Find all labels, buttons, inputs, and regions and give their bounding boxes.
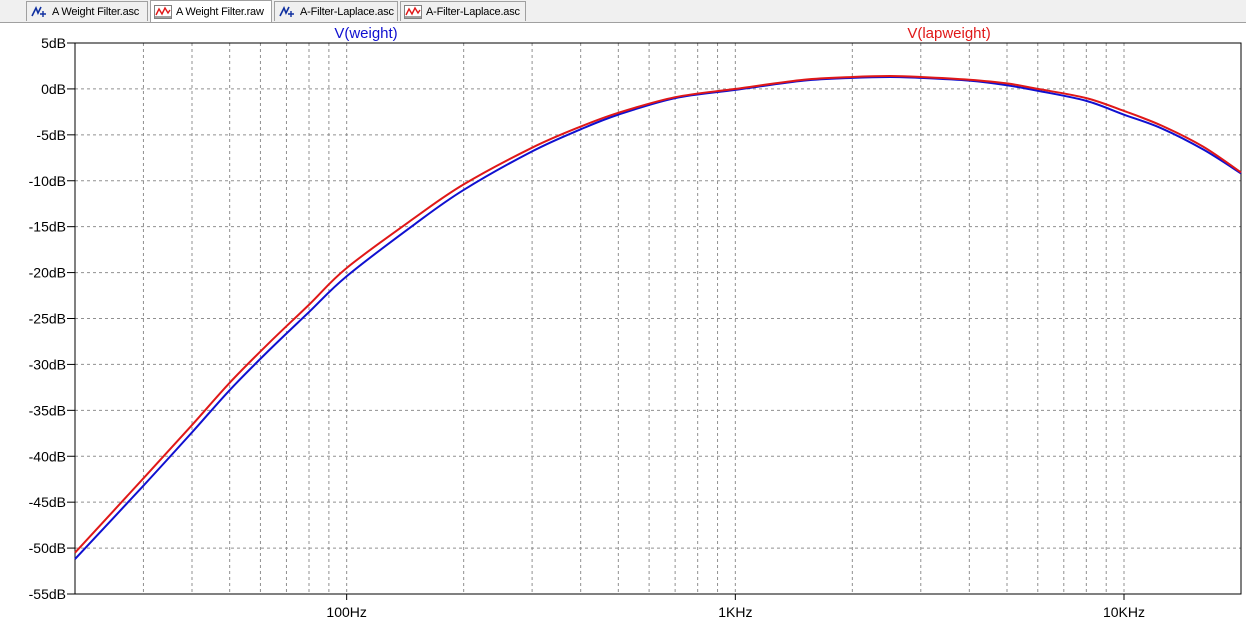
grid [75, 43, 1241, 594]
y-tick-label: -30dB [29, 356, 66, 372]
y-tick-label: -50dB [29, 540, 66, 556]
y-tick-label: -35dB [29, 402, 66, 418]
y-tick-label: -20dB [29, 265, 66, 281]
tab-label: A-Filter-Laplace.asc [426, 5, 520, 18]
tab-a-filter-laplace-plot[interactable]: A-Filter-Laplace.asc [400, 1, 526, 21]
y-tick-label: -40dB [29, 448, 66, 464]
schematic-icon [30, 5, 48, 19]
x-tick-label: 1KHz [718, 604, 752, 620]
waveform-plot-pane[interactable]: 5dB 0dB -5dB -10dB -15dB -20dB -25dB -30dB -35dB… [0, 23, 1246, 627]
tab-label: A-Filter-Laplace.asc [300, 5, 394, 18]
y-tick-label: -25dB [29, 311, 66, 327]
x-tick-label: 10KHz [1103, 604, 1145, 620]
tab-label: A Weight Filter.raw [176, 5, 264, 18]
trace-label-lapweight[interactable]: V(lapweight) [907, 25, 990, 42]
waveform-icon [404, 4, 422, 19]
y-tick-label: -55dB [29, 586, 66, 602]
tab-label: A Weight Filter.asc [52, 5, 140, 18]
trace-label-weight[interactable]: V(weight) [334, 25, 397, 42]
document-tab-bar: A Weight Filter.asc A Weight Filter.raw … [0, 0, 1246, 23]
traces[interactable] [74, 75, 1242, 560]
bode-plot[interactable]: 5dB 0dB -5dB -10dB -15dB -20dB -25dB -30dB -35dB… [0, 23, 1246, 627]
y-tick-label: 0dB [41, 81, 66, 97]
schematic-icon [278, 5, 296, 19]
x-tick-label: 100Hz [326, 604, 366, 620]
y-axis-ticks: 5dB 0dB -5dB -10dB -15dB -20dB -25dB -30dB -35dB… [29, 35, 75, 602]
y-tick-label: -45dB [29, 494, 66, 510]
y-tick-label: -10dB [29, 173, 66, 189]
tab-a-filter-laplace-asc[interactable]: A-Filter-Laplace.asc [274, 1, 398, 21]
y-tick-label: -5dB [36, 127, 66, 143]
tab-a-weight-filter-asc[interactable]: A Weight Filter.asc [26, 1, 148, 21]
tab-a-weight-filter-raw[interactable]: A Weight Filter.raw [150, 0, 272, 22]
y-tick-label: -15dB [29, 219, 66, 235]
waveform-icon [154, 4, 172, 19]
trace-v-lapweight[interactable] [74, 75, 1242, 554]
x-axis-ticks: 100Hz 1KHz 10KHz [326, 594, 1145, 620]
y-tick-label: 5dB [41, 35, 66, 51]
